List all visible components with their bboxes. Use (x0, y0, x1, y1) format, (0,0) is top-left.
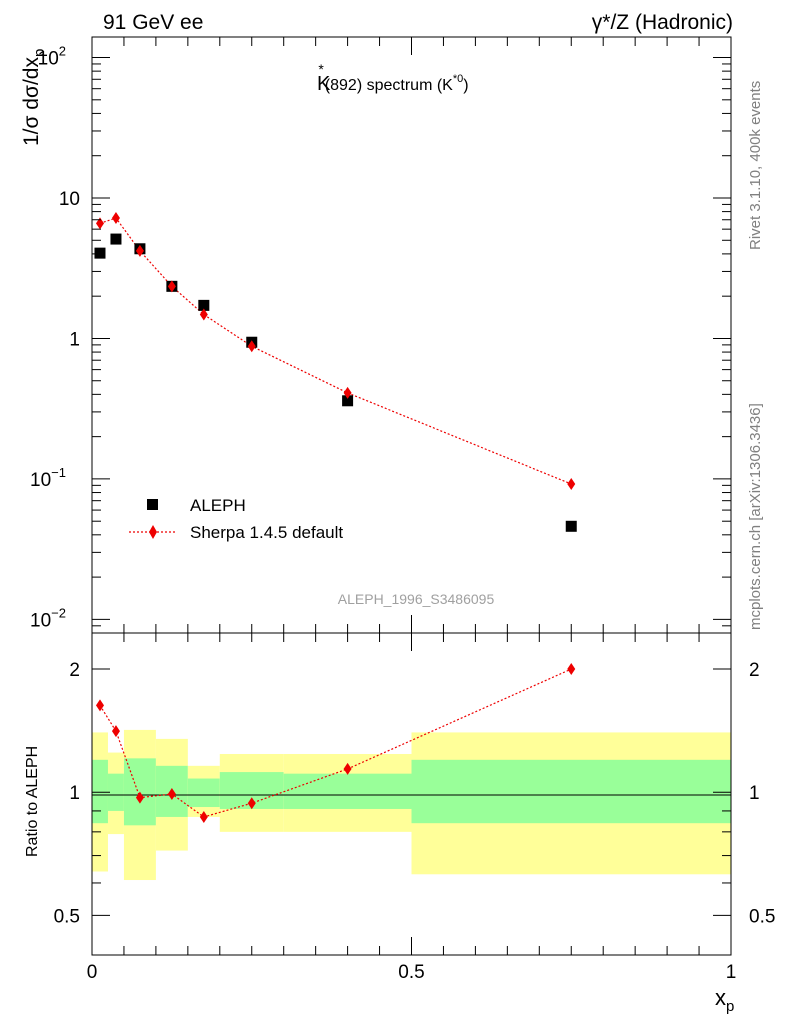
main-y-tick-label: 10 (59, 189, 80, 210)
ratio-mc-point (247, 797, 256, 810)
header-energy-label: 91 GeV ee (103, 11, 203, 34)
legend-data-label: ALEPH (190, 496, 246, 515)
mc-point (199, 308, 208, 321)
mc-point (247, 340, 256, 353)
main-y-tick-label: 10−2 (30, 605, 66, 631)
plot-title-star: * (318, 61, 324, 77)
ratio-y-tick-label-right: 0.5 (749, 906, 775, 927)
legend-mc-label: Sherpa 1.4.5 default (190, 523, 343, 542)
mc-point (167, 280, 176, 293)
x-tick-label: 0 (87, 962, 98, 983)
ratio-mc-point (95, 699, 104, 712)
ratio-mc-point (111, 725, 120, 738)
ratio-series (95, 663, 576, 823)
legend-mc-marker (149, 525, 157, 539)
x-tick-label: 0.5 (398, 962, 424, 983)
legend-data-marker (147, 499, 158, 510)
analysis-id: ALEPH_1996_S3486095 (338, 591, 495, 607)
data-point (565, 520, 577, 532)
mc-point (567, 478, 576, 491)
header-process-label: γ*/Z (Hadronic) (592, 11, 733, 34)
plot-title-close: ) (463, 77, 468, 94)
mc-point (135, 244, 144, 257)
main-y-tick-base: 1 (69, 329, 80, 350)
main-mc-line (99, 217, 572, 485)
ratio-inner-band-7 (411, 759, 731, 824)
ratio-y-axis-title: Ratio to ALEPH (24, 746, 41, 857)
ratio-mc-point (135, 791, 144, 804)
ratio-y-tick-label-right: 1 (749, 783, 760, 804)
mc-point (343, 386, 352, 399)
ratio-y-tick-label-right: 2 (749, 660, 760, 681)
x-axis-title: xp (715, 985, 734, 1015)
ratio-inner-band-1 (107, 773, 124, 811)
ratio-inner-band-0 (92, 759, 108, 824)
data-point (342, 395, 354, 407)
plot-title-superscript: *0 (453, 73, 463, 85)
mc-point (111, 212, 120, 225)
main-y-tick-base: 10 (59, 189, 80, 210)
main-plot-frame (91, 36, 732, 634)
main-y-tick-base: 10 (38, 49, 59, 70)
main-y-tick-exponent: −2 (51, 605, 66, 620)
ratio-y-tick-label-left: 0.5 (54, 906, 80, 927)
plot-title-symbol: K (317, 73, 331, 95)
main-y-tick-label: 102 (38, 44, 66, 70)
data-point (198, 299, 210, 311)
main-y-tick-label: 1 (69, 329, 80, 350)
rivet-version-text: Rivet 3.1.10, 400k events (747, 81, 764, 250)
ratio-y-tick-label-left: 2 (69, 660, 80, 681)
x-axis-title-sub: p (726, 998, 734, 1015)
ratio-mc-line (99, 668, 572, 818)
data-point (110, 233, 122, 245)
x-axis-title-text: x (715, 985, 726, 1010)
ratio-mc-point (167, 787, 176, 800)
main-y-tick-base: 10 (30, 470, 51, 491)
ratio-y-tick-label-left: 1 (69, 783, 80, 804)
ratio-inner-band-4 (187, 778, 220, 808)
legend: ALEPH Sherpa 1.4.5 default (129, 496, 343, 542)
main-y-tick-base: 10 (30, 610, 51, 631)
main-y-tick-exponent: −1 (51, 465, 66, 480)
main-y-axis-title: 1/σ dσ/dxp (20, 49, 48, 146)
ratio-mc-point (199, 810, 208, 823)
mcplots-credit-text: mcplots.cern.ch [arXiv:1306.3436] (747, 403, 764, 630)
ratio-inner-band-6 (283, 773, 412, 809)
ratio-uncertainty-bands (92, 729, 731, 881)
x-tick-label: 1 (726, 962, 737, 983)
main-series (94, 212, 577, 532)
data-point (94, 247, 106, 259)
main-y-tick-exponent: 2 (59, 44, 66, 59)
mc-point (95, 217, 104, 230)
ratio-mc-point (567, 663, 576, 676)
plot-title-mass: (892) spectrum (K (325, 77, 453, 94)
main-y-axis-title-sub: p (31, 49, 48, 57)
main-y-tick-label: 10−1 (30, 465, 66, 491)
ratio-mc-point (343, 762, 352, 775)
plot-title: K*(892) spectrum (K*0) (317, 61, 469, 95)
main-y-axis-title-text: 1/σ dσ/dx (20, 57, 43, 146)
